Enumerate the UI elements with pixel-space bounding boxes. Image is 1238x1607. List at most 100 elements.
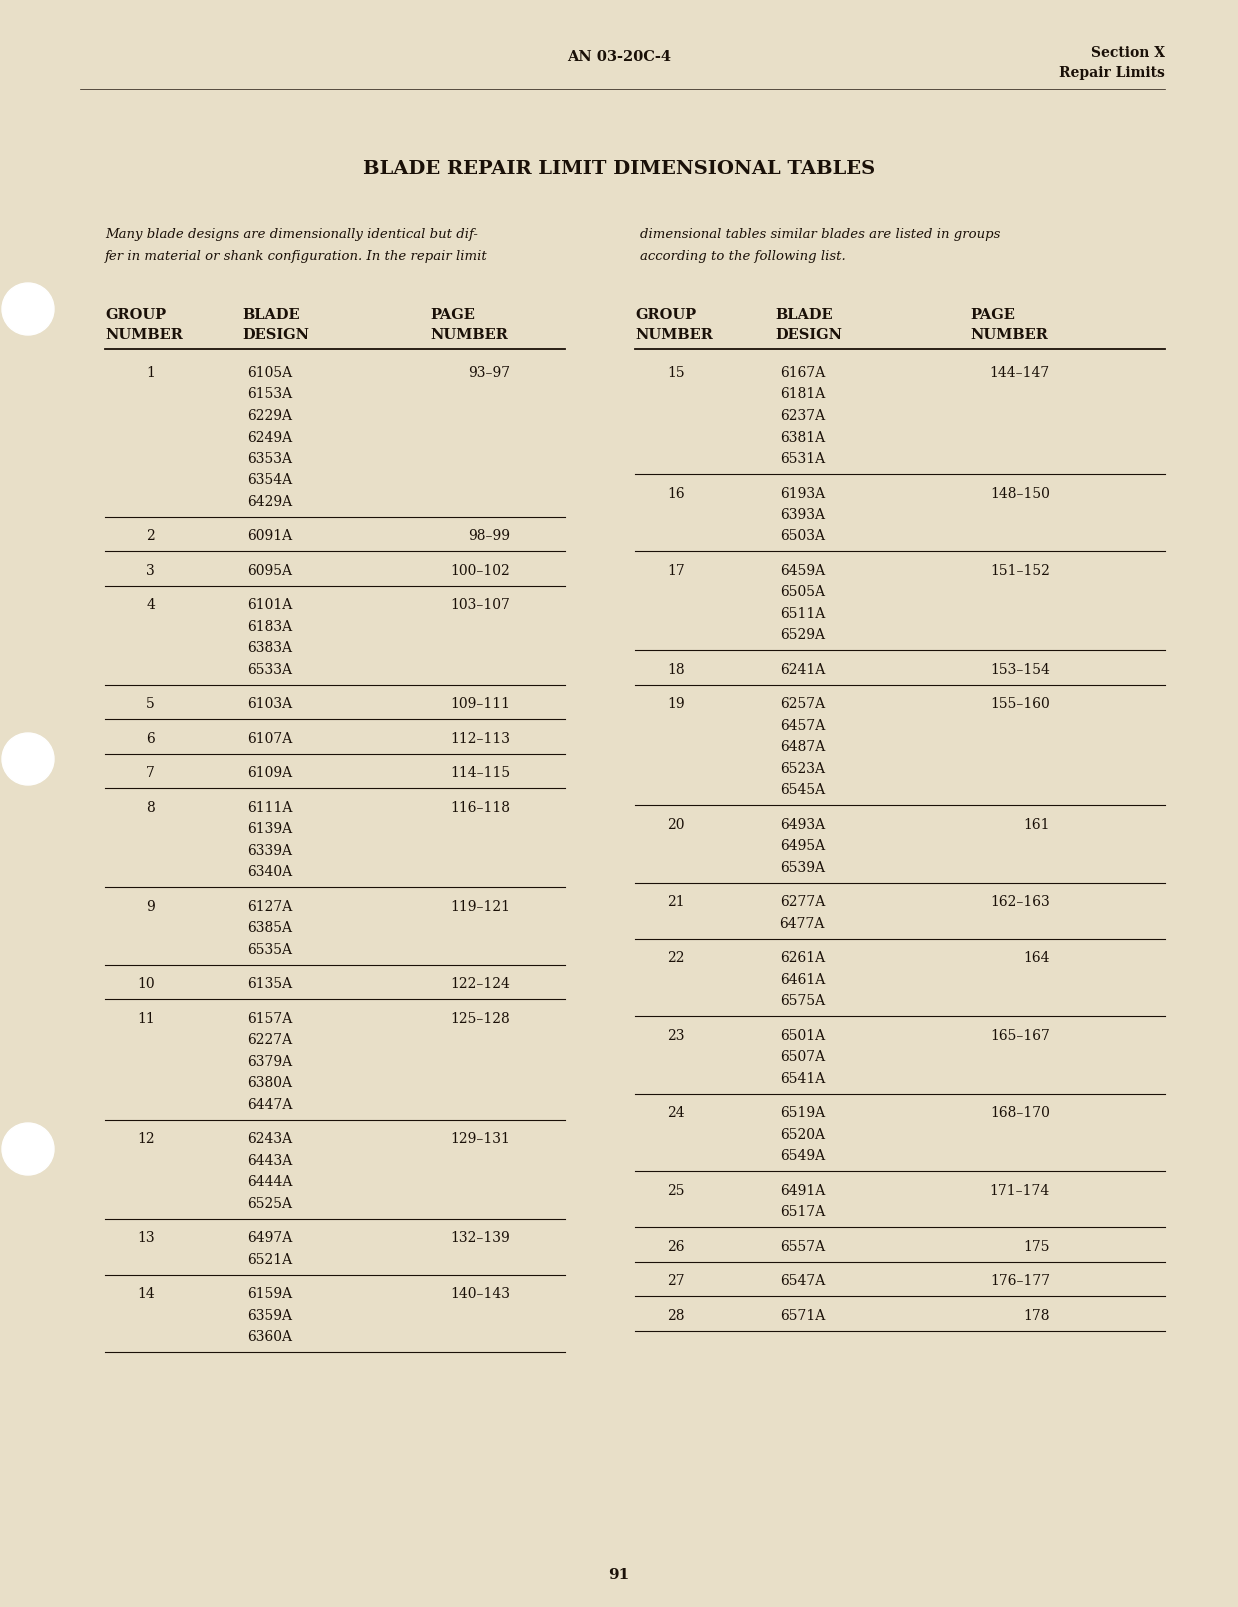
Text: NUMBER: NUMBER (635, 328, 713, 342)
Text: 91: 91 (608, 1567, 630, 1581)
Text: 129–131: 129–131 (451, 1131, 510, 1146)
Text: 21: 21 (667, 895, 685, 910)
Text: 122–124: 122–124 (451, 977, 510, 992)
Text: 168–170: 168–170 (990, 1106, 1050, 1120)
Text: 27: 27 (667, 1274, 685, 1287)
Text: 6277A: 6277A (780, 895, 825, 910)
Text: 6575A: 6575A (780, 993, 825, 1008)
Text: 6393A: 6393A (780, 508, 825, 522)
Text: 175: 175 (1024, 1239, 1050, 1253)
Text: 18: 18 (667, 662, 685, 677)
Text: 6243A: 6243A (246, 1131, 292, 1146)
Text: 132–139: 132–139 (451, 1231, 510, 1245)
Text: 6107A: 6107A (246, 731, 292, 746)
Text: 6379A: 6379A (246, 1054, 292, 1069)
Text: 17: 17 (667, 564, 685, 577)
Text: 176–177: 176–177 (990, 1274, 1050, 1287)
Text: 6095A: 6095A (248, 564, 292, 577)
Text: 6153A: 6153A (246, 387, 292, 402)
Text: 6183A: 6183A (246, 620, 292, 633)
Text: 6511A: 6511A (780, 606, 825, 620)
Text: 6545A: 6545A (780, 783, 825, 797)
Text: 6497A: 6497A (246, 1231, 292, 1245)
Text: 6521A: 6521A (246, 1252, 292, 1266)
Text: 6261A: 6261A (780, 951, 825, 964)
Text: 6457A: 6457A (780, 718, 825, 733)
Text: dimensional tables similar blades are listed in groups: dimensional tables similar blades are li… (640, 228, 1000, 241)
Text: 6157A: 6157A (246, 1011, 292, 1025)
Text: AN 03-20C-4: AN 03-20C-4 (567, 50, 671, 64)
Text: 3: 3 (146, 564, 155, 577)
Text: Many blade designs are dimensionally identical but dif-: Many blade designs are dimensionally ide… (105, 228, 478, 241)
Text: 24: 24 (667, 1106, 685, 1120)
Text: 16: 16 (667, 487, 685, 500)
Text: DESIGN: DESIGN (241, 328, 310, 342)
Text: 6495A: 6495A (780, 839, 825, 853)
Text: 26: 26 (667, 1239, 685, 1253)
Circle shape (2, 733, 54, 786)
Text: 114–115: 114–115 (449, 767, 510, 779)
Text: 6531A: 6531A (780, 452, 825, 466)
Text: 161: 161 (1024, 818, 1050, 831)
Text: fer in material or shank configuration. In the repair limit: fer in material or shank configuration. … (105, 249, 488, 264)
Text: 6257A: 6257A (780, 697, 825, 710)
Text: 6354A: 6354A (246, 472, 292, 487)
Text: 25: 25 (667, 1183, 685, 1197)
Text: 6459A: 6459A (780, 564, 825, 577)
Text: 2: 2 (146, 529, 155, 543)
Text: 6193A: 6193A (780, 487, 825, 500)
Text: 10: 10 (137, 977, 155, 992)
Text: 6505A: 6505A (780, 585, 825, 599)
Text: 6109A: 6109A (246, 767, 292, 779)
Text: 1: 1 (146, 366, 155, 379)
Text: BLADE: BLADE (241, 309, 300, 321)
Text: Section X: Section X (1091, 47, 1165, 59)
Text: 171–174: 171–174 (989, 1183, 1050, 1197)
Text: 9: 9 (146, 900, 155, 913)
Text: 22: 22 (667, 951, 685, 964)
Text: 6: 6 (146, 731, 155, 746)
Text: 6529A: 6529A (780, 628, 825, 643)
Text: 109–111: 109–111 (449, 697, 510, 710)
Text: 119–121: 119–121 (449, 900, 510, 913)
Text: 12: 12 (137, 1131, 155, 1146)
Text: 6159A: 6159A (246, 1287, 292, 1300)
Text: 6501A: 6501A (780, 1028, 825, 1043)
Text: 6105A: 6105A (246, 366, 292, 379)
Text: 6444A: 6444A (246, 1175, 292, 1189)
Text: 164: 164 (1024, 951, 1050, 964)
Text: GROUP: GROUP (635, 309, 696, 321)
Text: NUMBER: NUMBER (430, 328, 508, 342)
Text: 6517A: 6517A (780, 1205, 825, 1218)
Text: PAGE: PAGE (430, 309, 475, 321)
Text: 6383A: 6383A (248, 641, 292, 656)
Text: 6549A: 6549A (780, 1149, 825, 1163)
Text: 144–147: 144–147 (989, 366, 1050, 379)
Text: 6380A: 6380A (248, 1075, 292, 1090)
Text: 6493A: 6493A (780, 818, 825, 831)
Text: 6249A: 6249A (246, 431, 292, 444)
Text: 6461A: 6461A (780, 972, 825, 987)
Text: 6381A: 6381A (780, 431, 825, 444)
Text: 6523A: 6523A (780, 762, 825, 776)
Text: 103–107: 103–107 (451, 598, 510, 612)
Text: 6519A: 6519A (780, 1106, 825, 1120)
Text: 15: 15 (667, 366, 685, 379)
Text: 112–113: 112–113 (449, 731, 510, 746)
Text: 20: 20 (667, 818, 685, 831)
Text: 6103A: 6103A (246, 697, 292, 710)
Text: 6571A: 6571A (780, 1308, 825, 1323)
Text: 6359A: 6359A (248, 1308, 292, 1323)
Text: 178: 178 (1024, 1308, 1050, 1323)
Text: 6557A: 6557A (780, 1239, 825, 1253)
Text: 14: 14 (137, 1287, 155, 1300)
Text: 6547A: 6547A (780, 1274, 825, 1287)
Text: 6477A: 6477A (780, 916, 825, 930)
Text: NUMBER: NUMBER (971, 328, 1047, 342)
Text: 6360A: 6360A (248, 1329, 292, 1343)
Text: 6503A: 6503A (780, 529, 825, 543)
Text: PAGE: PAGE (971, 309, 1015, 321)
Text: 6241A: 6241A (780, 662, 825, 677)
Text: 98–99: 98–99 (468, 529, 510, 543)
Text: BLADE: BLADE (775, 309, 833, 321)
